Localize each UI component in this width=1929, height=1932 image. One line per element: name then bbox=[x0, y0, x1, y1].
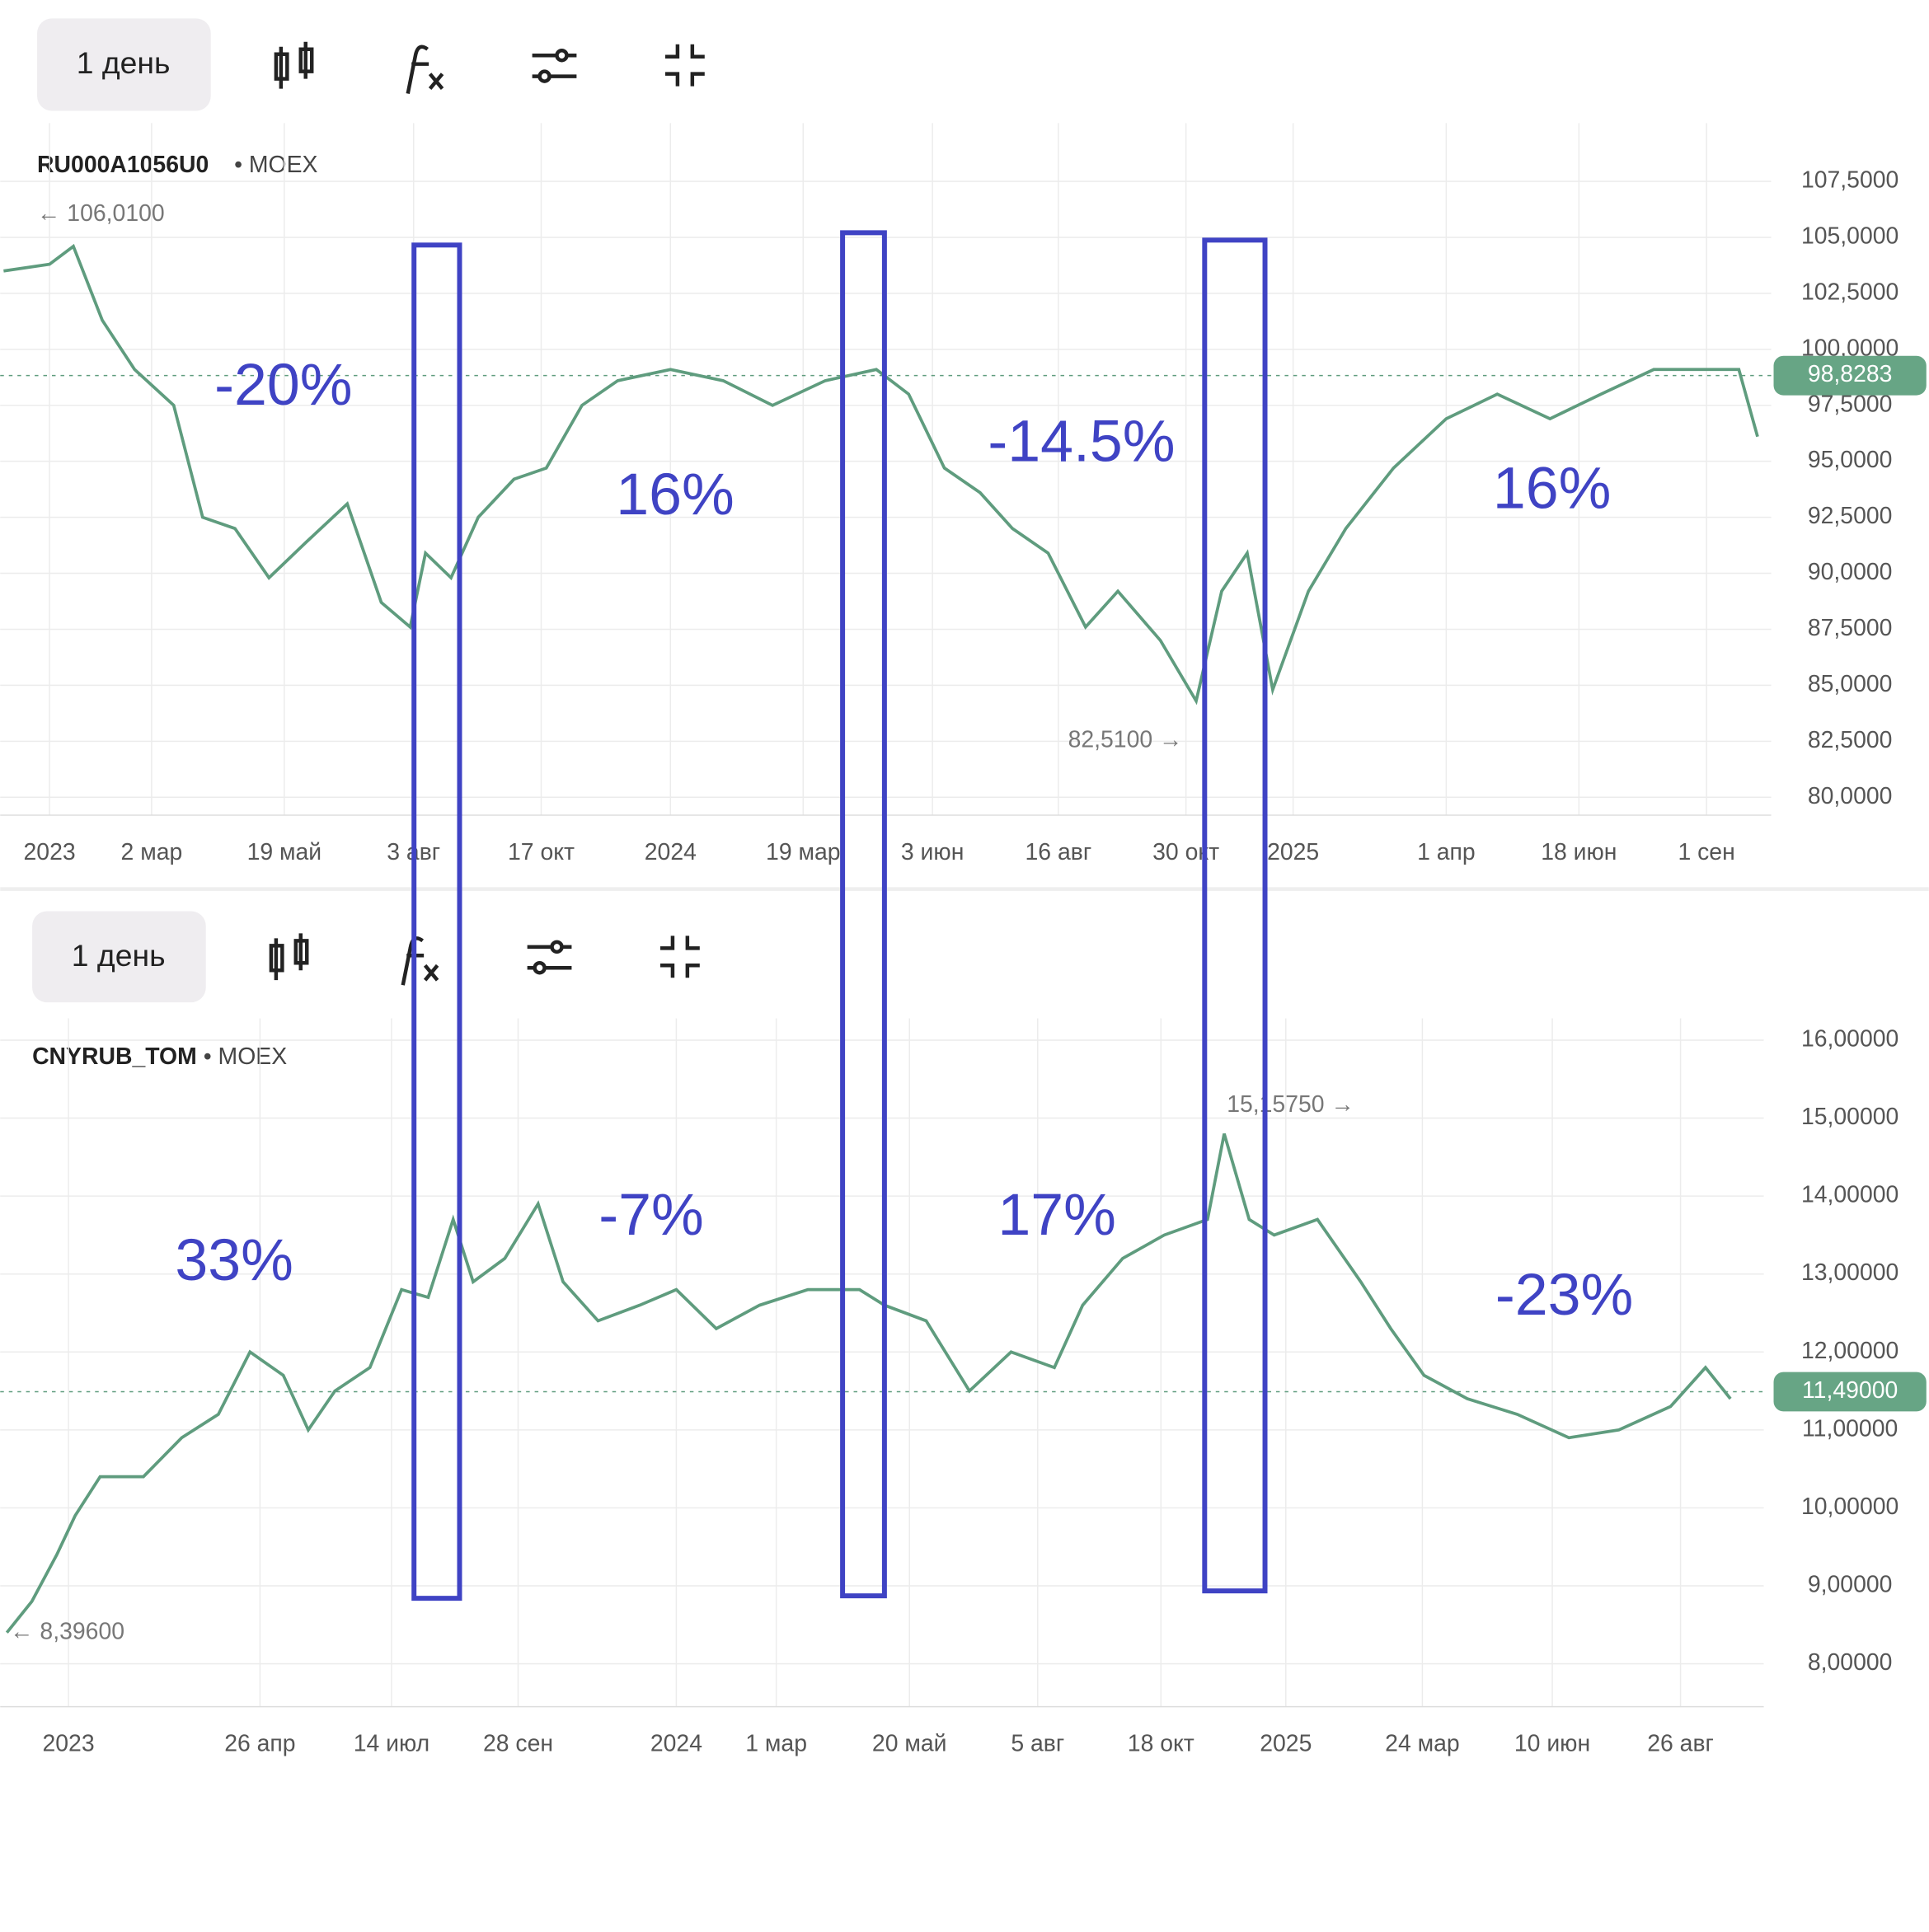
ticker: RU000A1056U0 bbox=[37, 152, 209, 178]
annotation: -7% bbox=[598, 1182, 703, 1248]
settings-icon[interactable] bbox=[532, 49, 577, 83]
x-tick-label: 1 апр bbox=[1417, 839, 1476, 865]
y-tick-label: 80,0000 bbox=[1808, 783, 1893, 809]
x-tick-label: 19 май bbox=[247, 839, 322, 865]
last-price-label: 11,49000 bbox=[1802, 1377, 1898, 1404]
y-tick-label: 102,5000 bbox=[1801, 279, 1898, 305]
interval-button[interactable] bbox=[32, 911, 206, 1003]
y-tick-label: 95,0000 bbox=[1808, 447, 1893, 473]
x-tick-label: 19 мар bbox=[766, 839, 841, 865]
highlight-box bbox=[1202, 237, 1268, 1594]
x-tick-label: 14 июл bbox=[354, 1730, 430, 1756]
y-tick-label: 8,00000 bbox=[1808, 1649, 1893, 1676]
x-tick-label: 20 май bbox=[872, 1730, 947, 1756]
interval-label[interactable]: 1 день bbox=[77, 45, 171, 80]
highlight-box bbox=[840, 230, 887, 1599]
settings-icon[interactable] bbox=[527, 940, 572, 975]
last-price-badge bbox=[1773, 355, 1927, 396]
x-tick-label: 2 мар bbox=[121, 839, 183, 865]
x-tick-label: 1 сен bbox=[1678, 839, 1734, 865]
highlight-box bbox=[411, 242, 462, 1601]
x-tick-label: 28 сен bbox=[483, 1730, 553, 1756]
toolbar: 1 день bbox=[37, 18, 705, 111]
candle-icon[interactable] bbox=[274, 41, 314, 89]
annotation: 16% bbox=[616, 462, 734, 528]
x-tick-label: 2024 bbox=[645, 839, 697, 865]
x-tick-label: 26 апр bbox=[224, 1730, 295, 1756]
x-tick-label: 30 окт bbox=[1152, 839, 1219, 865]
y-tick-label: 10,00000 bbox=[1801, 1494, 1898, 1520]
collapse-icon[interactable] bbox=[664, 44, 705, 87]
x-tick-label: 26 авг bbox=[1647, 1730, 1714, 1756]
ticker: CNYRUB_TOM bbox=[32, 1043, 197, 1070]
y-tick-label: 15,00000 bbox=[1801, 1104, 1898, 1130]
y-tick-label: 92,5000 bbox=[1808, 503, 1893, 529]
low-label: 82,5100 → bbox=[1068, 727, 1183, 753]
annotations: -20% 16% -14.5% 16% 33% -7% 17% -23% bbox=[175, 230, 1633, 1601]
candle-icon[interactable] bbox=[269, 933, 309, 981]
x-tick-label: 3 июн bbox=[901, 839, 964, 865]
collapse-icon[interactable] bbox=[659, 936, 700, 978]
last-price-label: 98,8283 bbox=[1808, 361, 1893, 387]
x-tick-label: 18 окт bbox=[1128, 1730, 1194, 1756]
x-tick-label: 2024 bbox=[650, 1730, 702, 1756]
low-label: ← 8,39600 bbox=[10, 1619, 124, 1645]
high-label: ← 106,0100 bbox=[37, 200, 165, 227]
interval-button[interactable] bbox=[37, 18, 211, 111]
y-tick-label: 107,5000 bbox=[1801, 167, 1898, 194]
x-tick-label: 2023 bbox=[24, 839, 76, 865]
y-tick-label: 97,5000 bbox=[1808, 391, 1893, 417]
exchange: • MOEX bbox=[204, 1043, 287, 1070]
x-tick-label: 5 авг bbox=[1011, 1730, 1064, 1756]
annotation: -20% bbox=[214, 352, 352, 418]
x-tick-label: 2025 bbox=[1267, 839, 1319, 865]
price-line bbox=[3, 243, 1759, 706]
annotation: -23% bbox=[1495, 1262, 1633, 1328]
y-tick-label: 90,0000 bbox=[1808, 559, 1893, 585]
y-tick-label: 11,00000 bbox=[1802, 1415, 1898, 1442]
x-tick-label: 17 окт bbox=[508, 839, 575, 865]
x-tick-label: 24 мар bbox=[1385, 1730, 1460, 1756]
interval-label[interactable]: 1 день bbox=[72, 938, 166, 973]
annotation: -14.5% bbox=[988, 409, 1175, 475]
toolbar: 1 день bbox=[32, 911, 700, 1003]
y-tick-label: 14,00000 bbox=[1801, 1182, 1898, 1208]
x-tick-label: 18 июн bbox=[1541, 839, 1617, 865]
x-tick-label: 2025 bbox=[1260, 1730, 1312, 1756]
x-tick-label: 16 авг bbox=[1026, 839, 1092, 865]
x-tick-label: 10 июн bbox=[1514, 1730, 1590, 1756]
y-tick-label: 85,0000 bbox=[1808, 671, 1893, 697]
y-tick-label: 82,5000 bbox=[1808, 727, 1893, 753]
y-tick-label: 13,00000 bbox=[1801, 1259, 1898, 1286]
y-tick-label: 12,00000 bbox=[1801, 1338, 1898, 1364]
price-line bbox=[5, 1132, 1732, 1634]
y-tick-label: 16,00000 bbox=[1801, 1025, 1898, 1052]
x-tick-label: 2023 bbox=[43, 1730, 95, 1756]
indicators-icon[interactable] bbox=[406, 45, 444, 94]
annotation: 33% bbox=[175, 1227, 293, 1293]
y-tick-label: 87,5000 bbox=[1808, 615, 1893, 641]
last-price-badge bbox=[1773, 1372, 1927, 1412]
annotation: 16% bbox=[1493, 456, 1611, 522]
exchange: • MOEX bbox=[234, 152, 317, 178]
x-tick-label: 1 мар bbox=[745, 1730, 807, 1756]
annotation: 17% bbox=[997, 1182, 1115, 1248]
y-tick-label: 9,00000 bbox=[1808, 1572, 1893, 1598]
y-tick-label: 105,0000 bbox=[1801, 223, 1898, 249]
high-label: 15,15750 → bbox=[1227, 1091, 1354, 1118]
